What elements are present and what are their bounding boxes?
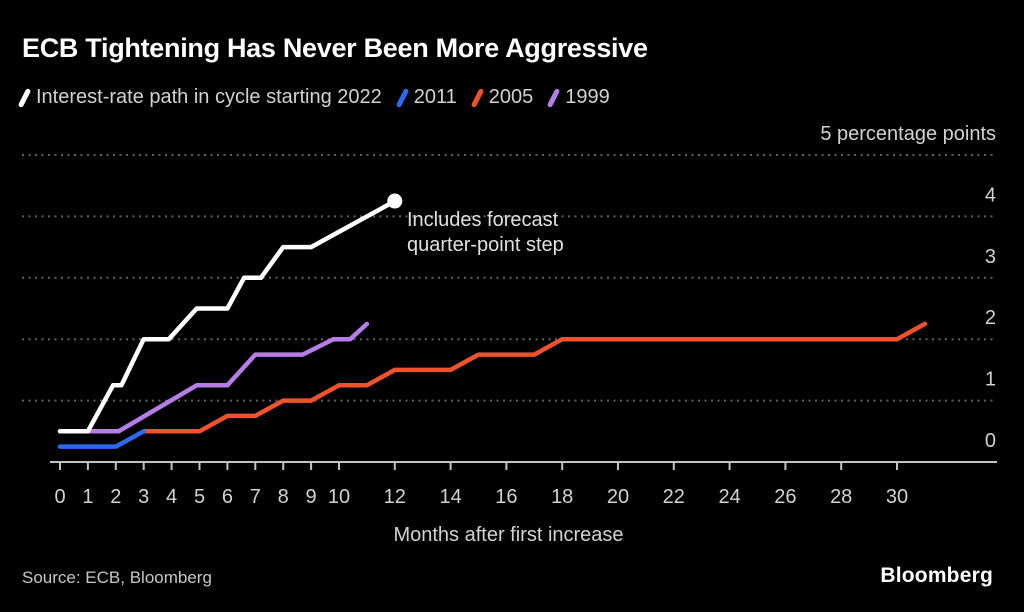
x-tick-label-28: 28 [830,486,852,508]
series-line-interest-rate-path-in-cycle-starting-2022 [57,198,398,434]
x-tick-label-3: 3 [138,486,149,508]
x-tick-label-6: 6 [222,486,233,508]
x-tick-label-20: 20 [607,486,629,508]
x-tick-label-1: 1 [82,486,93,508]
series-line-2011 [57,429,146,449]
x-tick-label-30: 30 [886,486,908,508]
series-end-marker [387,193,403,209]
chart-title: ECB Tightening Has Never Been More Aggre… [22,33,648,63]
y-tick-label-1: 1 [985,369,996,391]
x-tick-label-5: 5 [194,486,205,508]
x-tick-label-26: 26 [774,486,796,508]
legend-label: 2011 [413,86,457,108]
legend-item-2005: 2005 [470,86,534,109]
x-tick-label-18: 18 [551,486,573,508]
legend-item-1999: 1999 [546,86,610,109]
forecast-annotation: Includes forecast quarter-point step [407,208,564,258]
y-tick-label-3: 3 [985,246,996,268]
y-tick-label-0: 0 [985,430,996,452]
series-line-1999 [57,321,370,434]
annotation-line-1: Includes forecast [407,209,559,231]
x-tick-label-8: 8 [278,486,289,508]
x-tick-label-10: 10 [328,486,350,508]
x-tick-label-12: 12 [384,486,406,508]
x-tick-label-22: 22 [663,486,685,508]
legend-label: 1999 [565,86,610,108]
x-tick-label-7: 7 [250,486,261,508]
annotation-line-2: quarter-point step [407,234,564,256]
y-tick-label-2: 2 [985,307,996,329]
x-tick-label-16: 16 [495,486,517,508]
x-tick-label-2: 2 [110,486,121,508]
x-tick-label-9: 9 [306,486,317,508]
source-note: Source: ECB, Bloomberg [22,568,212,587]
x-tick-label-4: 4 [166,486,177,508]
y-tick-label-5: 5 percentage points [820,123,996,145]
chart-legend: Interest-rate path in cycle starting 202… [17,86,610,109]
x-tick-label-24: 24 [718,486,740,508]
legend-label: Interest-rate path in cycle starting 202… [36,86,382,108]
legend-label: 2005 [488,86,534,108]
y-tick-label-4: 4 [985,184,996,206]
x-tick-label-0: 0 [54,486,65,508]
legend-item-2011: 2011 [395,86,457,109]
series-line-2005 [141,321,928,434]
x-tick-label-14: 14 [439,486,461,508]
x-axis-title: Months after first increase [393,524,624,546]
legend-item-2022: Interest-rate path in cycle starting 202… [17,86,382,109]
bloomberg-logo: Bloomberg [880,564,993,587]
